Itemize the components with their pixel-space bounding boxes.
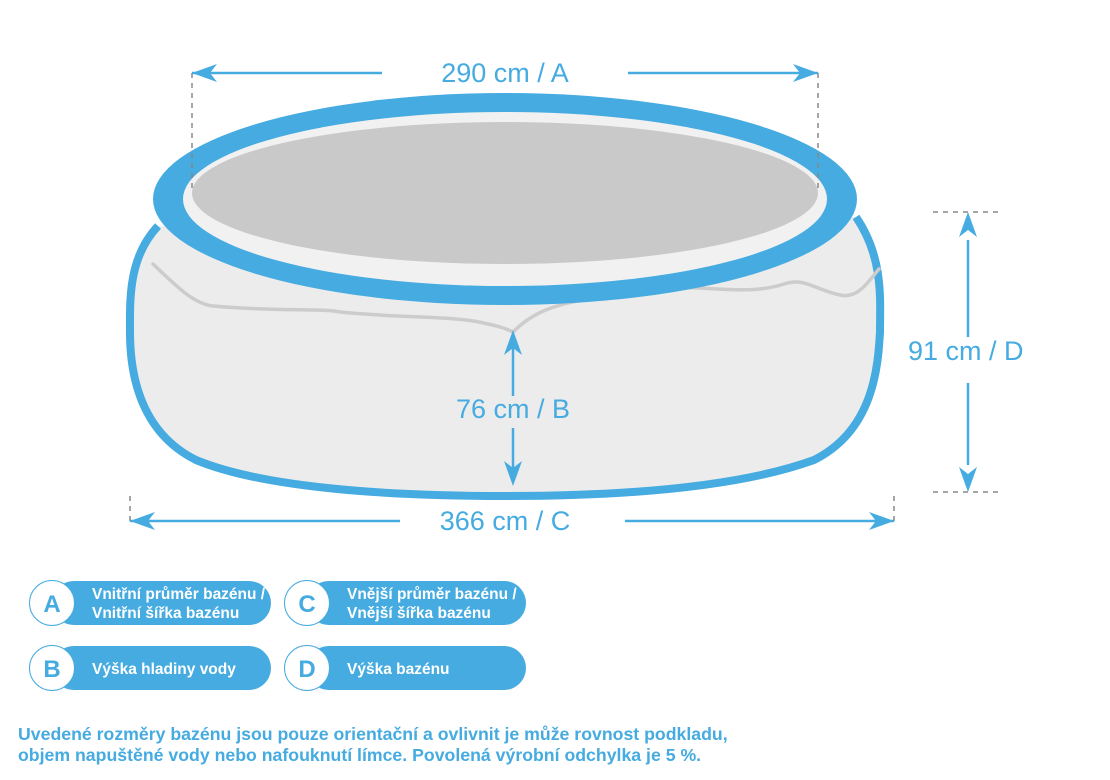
svg-text:Vnitřní šířka bazénu: Vnitřní šířka bazénu [92,605,239,622]
svg-text:Uvedené rozměry bazénu jsou po: Uvedené rozměry bazénu jsou pouze orient… [18,724,728,744]
svg-text:290 cm / A: 290 cm / A [441,58,569,88]
svg-text:Vnitřní průměr bazénu /: Vnitřní průměr bazénu / [92,586,266,603]
svg-text:A: A [43,591,60,618]
svg-text:D: D [298,656,315,683]
svg-text:objem napuštěné vody nebo nafo: objem napuštěné vody nebo nafouknutí lím… [18,745,701,765]
svg-text:Výška hladiny vody: Výška hladiny vody [92,661,236,678]
svg-text:C: C [298,591,315,618]
svg-text:76 cm / B: 76 cm / B [456,394,570,424]
svg-text:91 cm / D: 91 cm / D [908,336,1024,366]
svg-text:366 cm / C: 366 cm / C [440,506,571,536]
svg-text:Vnější šířka bazénu: Vnější šířka bazénu [347,605,491,622]
svg-text:B: B [43,656,60,683]
svg-text:Výška bazénu: Výška bazénu [347,661,450,678]
svg-text:Vnější průměr bazénu /: Vnější průměr bazénu / [347,586,517,603]
